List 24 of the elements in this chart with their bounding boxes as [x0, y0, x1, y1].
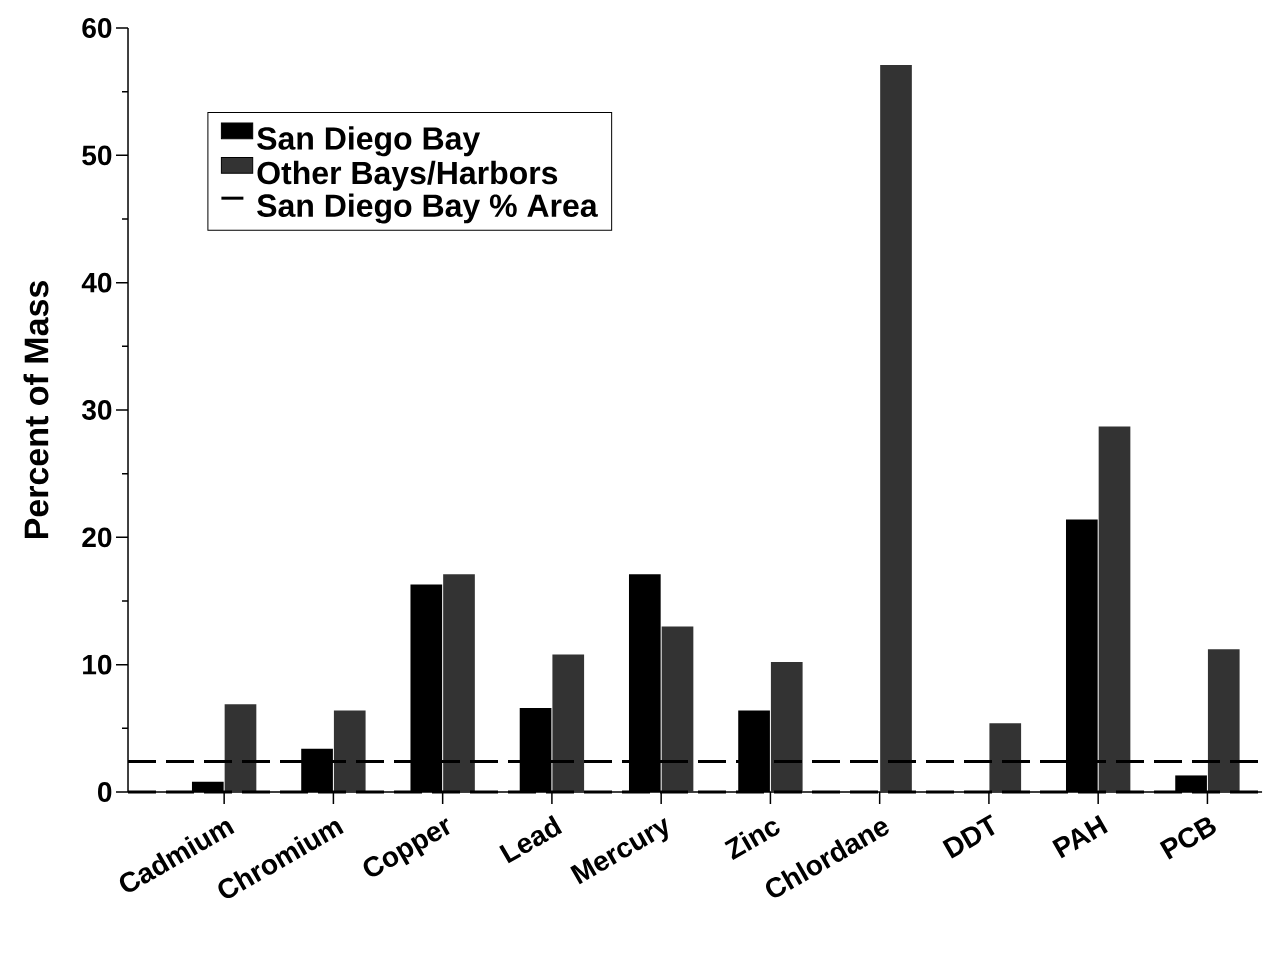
x-tick-label: DDT [942, 814, 995, 859]
x-tick-label: PCB [1159, 817, 1216, 860]
y-tick-label: 60 [82, 18, 112, 38]
y-tick-label: 50 [82, 145, 112, 166]
bar [224, 704, 257, 792]
legend-label: San Diego Bay % Area [257, 193, 598, 224]
y-tick-label: 20 [82, 527, 112, 548]
bar [1207, 649, 1240, 792]
bar [552, 654, 585, 792]
y-tick-label: 40 [81, 272, 112, 293]
y-tick-label: 30 [81, 400, 112, 420]
bar [989, 723, 1022, 792]
bar [770, 662, 803, 792]
bar [661, 626, 694, 792]
bar [880, 64, 912, 792]
bar [333, 710, 366, 792]
bar [443, 574, 475, 792]
legend-label: Other Bays/Harbors [257, 160, 558, 191]
x-tick-label: PAH [1052, 814, 1108, 859]
bar [1098, 426, 1131, 792]
legend-label: San Diego Bay [257, 126, 481, 157]
y-tick-label: 10 [83, 654, 112, 675]
y-axis-title: Percent of Mass [23, 281, 49, 539]
y-tick-label: 0 [98, 782, 112, 802]
